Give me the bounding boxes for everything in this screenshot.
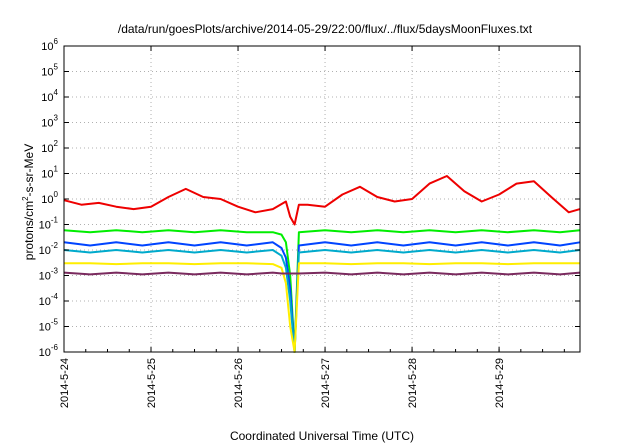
series-line-4 [63, 249, 581, 353]
grid-lines [64, 46, 580, 352]
y-tick-label: 101 [41, 165, 58, 181]
y-tick-label: 106 [41, 37, 58, 53]
series-line-5 [64, 262, 580, 353]
y-axis-label-post: -s-sr-MeV [22, 144, 36, 197]
y-axis-label: protons/cm2-s-sr-MeV [21, 144, 36, 260]
y-tick-label: 10-5 [39, 318, 59, 334]
y-axis-label-sup: 2 [21, 196, 30, 201]
x-tick-label: 2014-5-27 [320, 358, 332, 408]
x-tick-label: 2014-5-26 [233, 358, 245, 408]
series-line-2 [63, 229, 581, 353]
x-tick-label: 2014-5-24 [59, 358, 71, 408]
series-line-1 [63, 175, 581, 226]
x-axis-label: Coordinated Universal Time (UTC) [230, 429, 414, 443]
x-tick-label: 2014-5-25 [146, 358, 158, 408]
y-tick-label: 10-2 [39, 241, 59, 257]
y-tick-label: 104 [41, 88, 58, 104]
y-tick-label: 100 [41, 190, 58, 206]
x-tick-label: 2014-5-28 [407, 358, 419, 408]
y-axis-ticks: 10-6 10-5 10-4 10-3 10-2 10-1 100 101 102 103 104 1… [39, 37, 580, 359]
x-axis-ticks: 2014-5-24 2014-5-25 2014-5-26 2014-5-27 2014… [59, 46, 565, 408]
y-tick-label: 105 [41, 63, 58, 79]
y-tick-label: 10-3 [39, 267, 59, 283]
data-series [63, 175, 581, 353]
y-tick-label: 10-6 [39, 343, 59, 359]
x-tick-label: 2014-5-29 [494, 358, 506, 408]
series-line-3 [63, 241, 581, 353]
y-tick-label: 102 [41, 139, 58, 155]
y-tick-label: 10-4 [39, 292, 59, 308]
plot-frame [63, 45, 581, 353]
series-line-6 [63, 271, 581, 276]
y-tick-label: 10-1 [39, 216, 59, 232]
y-axis-label-pre: protons/cm [22, 201, 36, 260]
chart-title: /data/run/goesPlots/archive/2014-05-29/2… [118, 22, 533, 36]
y-tick-label: 103 [41, 114, 58, 130]
